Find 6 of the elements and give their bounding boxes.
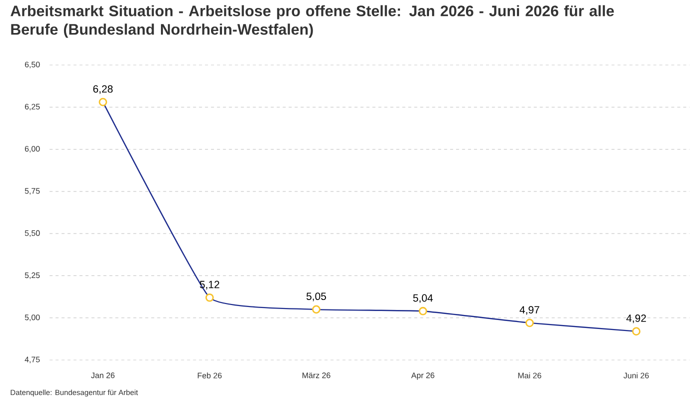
data-label: 4,92 bbox=[626, 314, 646, 324]
data-label: 5,05 bbox=[306, 292, 326, 302]
data-label: 4,97 bbox=[520, 306, 540, 315]
chart-title: Arbeitsmarkt Situation - Arbeitslose pro offene Stelle: Jan 2026 - Juni 2026 für alle Berufe (Bundesland Nordrhein-Westfalen) bbox=[10, 5, 614, 38]
data-label: 5,04 bbox=[413, 294, 433, 303]
data-label: 6,28 bbox=[93, 85, 113, 94]
